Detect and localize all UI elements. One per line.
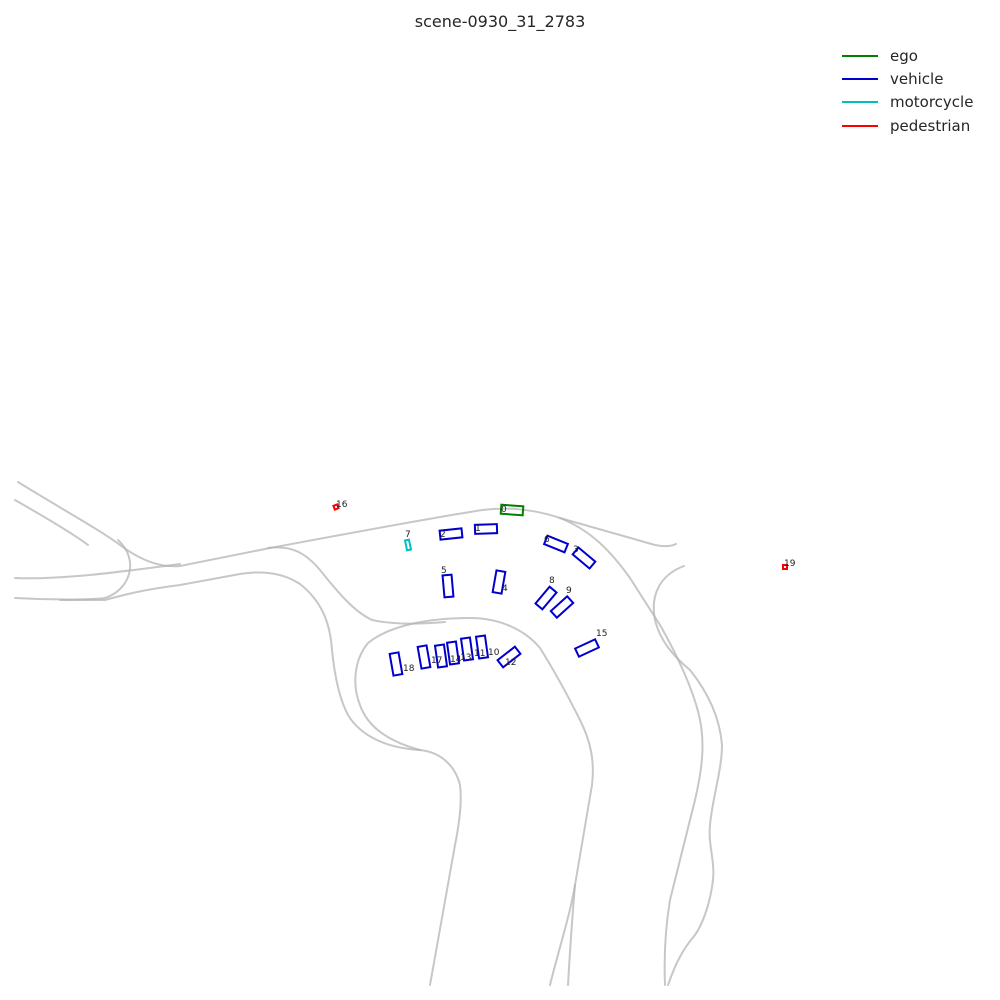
agent-box-pedestrian <box>782 564 788 570</box>
lane-line <box>14 499 89 546</box>
plot-title: scene-0930_31_2783 <box>414 12 586 31</box>
lane-line <box>14 539 132 601</box>
agent-12: 12 <box>496 645 522 669</box>
agent-box-motorcycle <box>403 538 413 552</box>
agent-box-vehicle <box>473 523 499 535</box>
agent-box-vehicle <box>441 573 455 599</box>
agent-3: 3 <box>571 545 597 570</box>
legend-label: motorcycle <box>890 93 974 112</box>
agent-10: 10 <box>474 634 500 660</box>
agent-id-label: 2 <box>440 530 446 540</box>
agent-2: 2 <box>438 527 464 541</box>
agent-box-vehicle <box>534 585 558 611</box>
agent-box-vehicle <box>438 527 464 541</box>
agent-1: 1 <box>473 523 499 535</box>
agent-6: 6 <box>542 534 570 554</box>
agent-19: 19 <box>782 559 796 570</box>
agent-id-label: 15 <box>596 629 607 639</box>
lane-line <box>267 546 446 625</box>
agent-box-vehicle <box>433 643 449 669</box>
agent-17: 17 <box>416 644 442 670</box>
agent-5: 5 <box>441 566 455 599</box>
agent-box-vehicle <box>491 569 507 595</box>
agent-box-pedestrian <box>332 503 340 511</box>
legend-swatch <box>842 77 878 80</box>
legend-label: vehicle <box>890 69 944 88</box>
lane-line <box>59 571 462 986</box>
agent-id-label: 7 <box>405 530 411 540</box>
agent-box-vehicle <box>445 640 461 666</box>
agent-box-vehicle <box>416 644 432 670</box>
agent-box-vehicle <box>496 645 522 669</box>
agent-id-label: 1 <box>475 524 481 534</box>
legend-item-ego: ego <box>836 44 986 67</box>
agent-box-vehicle <box>388 651 404 677</box>
agent-box-vehicle <box>573 637 601 659</box>
lane-line <box>559 517 704 986</box>
agent-id-label: 13 <box>460 653 471 663</box>
agent-13: 13 <box>445 640 471 666</box>
agent-11: 11 <box>459 636 485 662</box>
agent-4: 4 <box>491 569 508 595</box>
agent-14: 14 <box>433 643 462 669</box>
legend: ego vehicle motorcycle pedestrian <box>836 44 986 137</box>
agent-id-label: 4 <box>502 584 508 594</box>
lane-line <box>14 563 181 580</box>
lane-line <box>354 616 594 986</box>
lane-map <box>14 481 724 986</box>
agent-18: 18 <box>388 651 415 677</box>
legend-item-motorcycle: motorcycle <box>836 91 986 114</box>
agent-id-label: 19 <box>784 559 796 569</box>
agent-id-label: 12 <box>505 658 516 668</box>
agent-16: 16 <box>332 500 348 511</box>
agent-9: 9 <box>549 586 575 620</box>
agent-id-label: 14 <box>450 655 462 665</box>
agent-id-label: 9 <box>566 586 572 596</box>
agent-box-vehicle <box>474 634 490 660</box>
agent-box-vehicle <box>542 534 570 554</box>
agent-id-label: 3 <box>573 545 579 555</box>
agent-15: 15 <box>573 629 607 659</box>
agent-8: 8 <box>534 576 558 611</box>
legend-swatch <box>842 124 878 127</box>
legend-label: pedestrian <box>890 116 971 135</box>
agent-box-vehicle <box>549 594 575 620</box>
agent-id-label: 16 <box>336 500 348 510</box>
legend-swatch <box>842 101 878 104</box>
lane-line <box>652 565 724 986</box>
agent-0: 0 <box>499 503 525 517</box>
agent-7: 7 <box>403 530 413 552</box>
lane-line <box>17 481 677 568</box>
legend-swatch <box>842 54 878 57</box>
agent-id-label: 10 <box>488 648 500 658</box>
agent-id-label: 11 <box>474 649 485 659</box>
agent-id-label: 6 <box>544 535 550 545</box>
agent-box-vehicle <box>571 546 597 570</box>
legend-item-pedestrian: pedestrian <box>836 114 986 137</box>
agent-id-label: 8 <box>549 576 555 586</box>
legend-item-vehicle: vehicle <box>836 67 986 90</box>
agent-box-vehicle <box>459 636 475 662</box>
lane-line <box>567 884 576 986</box>
agent-id-label: 5 <box>441 566 447 576</box>
agent-box-ego <box>499 503 525 517</box>
agent-id-label: 18 <box>403 664 415 674</box>
agent-id-label: 17 <box>431 656 442 666</box>
agent-id-label: 0 <box>501 505 507 515</box>
legend-label: ego <box>890 46 918 65</box>
